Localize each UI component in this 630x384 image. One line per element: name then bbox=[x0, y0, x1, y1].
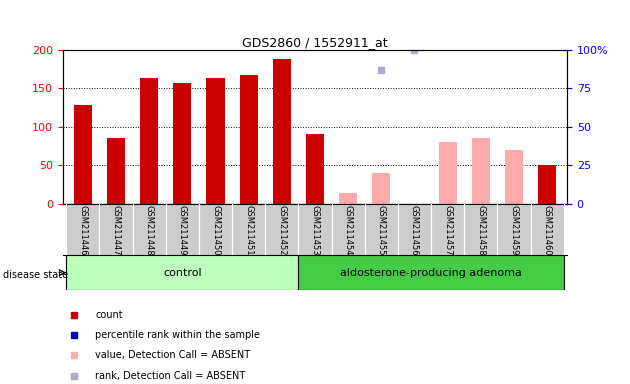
Text: percentile rank within the sample: percentile rank within the sample bbox=[95, 330, 260, 340]
Text: control: control bbox=[163, 268, 202, 278]
Bar bbox=[74, 105, 92, 204]
Text: GSM211447: GSM211447 bbox=[112, 205, 120, 256]
Text: aldosterone-producing adenoma: aldosterone-producing adenoma bbox=[340, 268, 522, 278]
Bar bbox=[306, 134, 324, 204]
Text: GSM211458: GSM211458 bbox=[476, 205, 485, 256]
Bar bbox=[339, 193, 357, 204]
Text: GSM211460: GSM211460 bbox=[542, 205, 552, 256]
Text: GSM211449: GSM211449 bbox=[178, 205, 187, 256]
Bar bbox=[232, 204, 265, 255]
Bar bbox=[199, 204, 232, 255]
Bar bbox=[299, 255, 564, 290]
Text: GSM211452: GSM211452 bbox=[277, 205, 287, 256]
Bar bbox=[372, 173, 391, 204]
Bar bbox=[207, 78, 225, 204]
Bar bbox=[398, 204, 431, 255]
Bar bbox=[497, 204, 530, 255]
Bar bbox=[173, 83, 192, 204]
Bar bbox=[538, 165, 556, 204]
Text: GSM211454: GSM211454 bbox=[343, 205, 353, 256]
Title: GDS2860 / 1552911_at: GDS2860 / 1552911_at bbox=[242, 36, 388, 49]
Bar bbox=[365, 204, 398, 255]
Bar bbox=[107, 138, 125, 204]
Text: GSM211446: GSM211446 bbox=[78, 205, 88, 256]
Text: GSM211453: GSM211453 bbox=[311, 205, 319, 256]
Text: GSM211459: GSM211459 bbox=[510, 205, 518, 256]
Bar bbox=[464, 204, 497, 255]
Bar bbox=[431, 204, 464, 255]
Bar bbox=[166, 204, 199, 255]
Bar bbox=[140, 78, 158, 204]
Text: GSM211450: GSM211450 bbox=[211, 205, 220, 256]
Text: GSM211457: GSM211457 bbox=[443, 205, 452, 256]
Bar bbox=[66, 204, 100, 255]
Bar bbox=[331, 204, 365, 255]
Text: value, Detection Call = ABSENT: value, Detection Call = ABSENT bbox=[95, 350, 250, 360]
Text: GSM211455: GSM211455 bbox=[377, 205, 386, 256]
Bar bbox=[299, 204, 331, 255]
Bar bbox=[530, 204, 564, 255]
Text: rank, Detection Call = ABSENT: rank, Detection Call = ABSENT bbox=[95, 371, 245, 381]
Bar bbox=[66, 255, 299, 290]
Bar bbox=[273, 59, 291, 204]
Bar bbox=[239, 75, 258, 204]
Text: GSM211451: GSM211451 bbox=[244, 205, 253, 256]
Bar bbox=[472, 138, 490, 204]
Text: disease state: disease state bbox=[3, 270, 68, 280]
Bar bbox=[100, 204, 133, 255]
Bar bbox=[438, 142, 457, 204]
Bar bbox=[265, 204, 299, 255]
Text: GSM211456: GSM211456 bbox=[410, 205, 419, 256]
Text: GSM211448: GSM211448 bbox=[145, 205, 154, 256]
Bar bbox=[133, 204, 166, 255]
Text: count: count bbox=[95, 310, 123, 320]
Bar bbox=[505, 150, 523, 204]
